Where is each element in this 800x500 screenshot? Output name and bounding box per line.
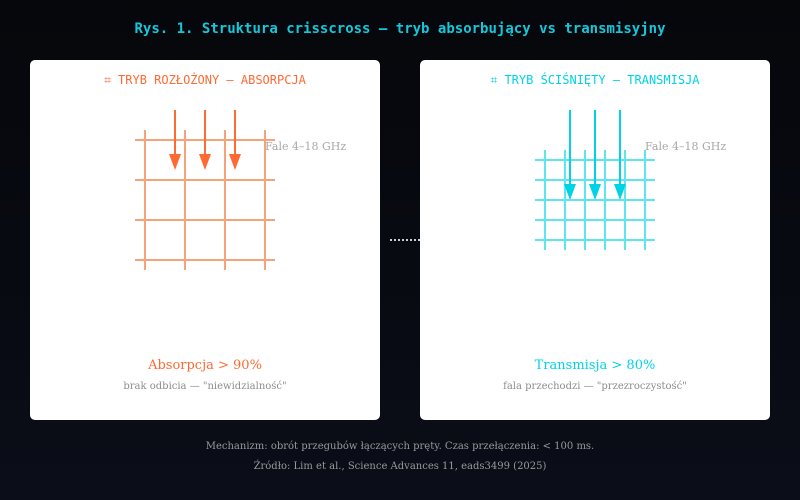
unfolded-crisscross-grid [135,110,275,270]
absorption-frequency-label: Fale 4–18 GHz [265,140,347,153]
transmission-panel-heading: ⌗ TRYB ŚCIŚNIĘTY — TRANSMISJA [490,73,700,87]
figure-title: Rys. 1. Struktura crisscross — tryb abso… [134,21,666,37]
absorption-panel-heading: ⌗ TRYB ROZŁOŻONY — ABSORPCJA [104,73,306,87]
incoming-wave-arrows [169,110,241,170]
mechanism-note: Mechanizm: obrót przegubów łączących prę… [205,441,595,452]
wave-arrow-1-head [169,154,181,170]
mode-switch-connector [390,239,420,241]
source-citation: Źródło: Lim et al., Science Advances 11,… [253,461,547,472]
transmitted-wave-arrows [564,110,626,200]
compressed-crisscross-grid [535,110,655,250]
absorption-panel: ⌗ TRYB ROZŁOŻONY — ABSORPCJA Fale 4–18 G… [30,60,380,420]
transmission-result: Transmisja > 80% [534,358,656,373]
wave-arrow-1-head [564,184,576,200]
transmission-panel: ⌗ TRYB ŚCIŚNIĘTY — TRANSMISJA Fale 4–18 … [420,60,770,420]
wave-arrow-2-head [589,184,601,200]
compressed-grid-lines [535,150,655,250]
absorption-result: Absorpcja > 90% [148,358,262,373]
wave-arrow-2-head [199,154,211,170]
transmission-result-note: fala przechodzi — "przezroczystość" [503,381,687,392]
wave-arrow-3-head [229,154,241,170]
wave-arrow-3-head [614,184,626,200]
absorption-result-note: brak odbicia — "niewidzialność" [123,381,287,392]
transmission-frequency-label: Fale 4–18 GHz [645,140,727,153]
